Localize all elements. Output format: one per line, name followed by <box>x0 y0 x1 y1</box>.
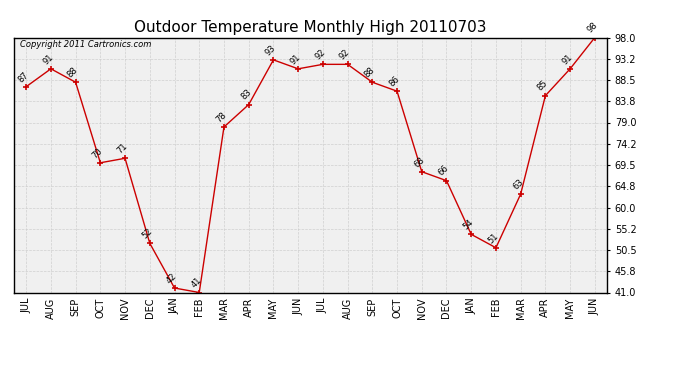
Text: 88: 88 <box>66 66 80 80</box>
Text: 85: 85 <box>535 79 549 93</box>
Text: 51: 51 <box>486 231 500 245</box>
Text: 88: 88 <box>362 66 377 80</box>
Text: 70: 70 <box>90 146 104 160</box>
Text: 78: 78 <box>214 110 228 124</box>
Text: 52: 52 <box>140 227 154 240</box>
Text: 71: 71 <box>115 142 129 156</box>
Text: 66: 66 <box>437 164 451 178</box>
Text: 93: 93 <box>264 43 277 57</box>
Text: 91: 91 <box>288 52 302 66</box>
Text: Copyright 2011 Cartronics.com: Copyright 2011 Cartronics.com <box>20 40 151 49</box>
Text: 92: 92 <box>338 48 352 62</box>
Text: 68: 68 <box>412 155 426 169</box>
Title: Outdoor Temperature Monthly High 20110703: Outdoor Temperature Monthly High 2011070… <box>135 20 486 35</box>
Text: 86: 86 <box>387 75 402 88</box>
Text: 83: 83 <box>239 88 253 102</box>
Text: 87: 87 <box>17 70 30 84</box>
Text: 98: 98 <box>585 21 599 35</box>
Text: 42: 42 <box>165 272 179 285</box>
Text: 91: 91 <box>560 52 574 66</box>
Text: 63: 63 <box>511 177 525 191</box>
Text: 41: 41 <box>190 276 204 290</box>
Text: 92: 92 <box>313 48 327 62</box>
Text: 91: 91 <box>41 52 55 66</box>
Text: 54: 54 <box>462 218 475 232</box>
